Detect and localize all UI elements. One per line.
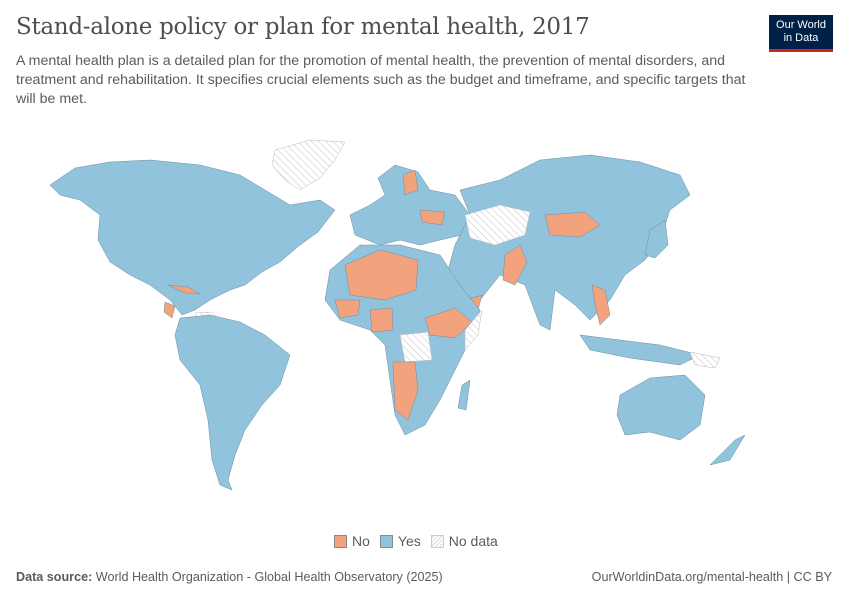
logo-line-2: in Data (783, 31, 819, 44)
legend-swatch-no-data (430, 534, 444, 548)
legend-item-no[interactable]: No (334, 533, 370, 549)
owid-logo[interactable]: Our World in Data (769, 15, 833, 52)
region-mongolia[interactable] (544, 211, 601, 238)
region-australia[interactable] (616, 374, 706, 441)
legend-label-no: No (352, 533, 370, 549)
legend-swatch-no (334, 534, 347, 548)
world-map (49, 139, 746, 491)
region-png-nodata[interactable] (689, 351, 721, 369)
region-drc-nodata[interactable] (399, 331, 433, 363)
url-license[interactable]: OurWorldinData.org/mental-health | CC BY (591, 570, 832, 584)
region-angola-namibia[interactable] (392, 361, 419, 421)
region-madagascar[interactable] (457, 379, 471, 411)
region-europe[interactable] (349, 164, 471, 246)
legend-label-no-data: No data (448, 533, 498, 549)
region-ethiopia-south-sudan[interactable] (424, 307, 473, 339)
region-cuba[interactable] (167, 284, 201, 295)
region-west-africa[interactable] (334, 299, 361, 319)
region-pakistan[interactable] (502, 244, 528, 286)
region-south-america[interactable] (174, 314, 291, 491)
source-label: Data source: (16, 570, 93, 584)
region-new-zealand[interactable] (709, 434, 746, 466)
region-southeast-asia-islands[interactable] (579, 334, 701, 366)
chart-title: Stand-alone policy or plan for mental he… (16, 14, 590, 40)
chart-subtitle: A mental health plan is a detailed plan … (16, 53, 746, 107)
region-vietnam[interactable] (591, 284, 611, 326)
region-nicaragua[interactable] (163, 301, 176, 319)
region-nigeria[interactable] (369, 307, 394, 333)
region-japan[interactable] (644, 219, 669, 259)
region-ukraine[interactable] (419, 209, 446, 226)
data-source: Data source: World Health Organization -… (16, 570, 443, 584)
region-finland[interactable] (402, 169, 419, 196)
source-text[interactable]: World Health Organization - Global Healt… (95, 570, 443, 584)
legend-label-yes: Yes (397, 533, 421, 549)
region-algeria-libya[interactable] (344, 249, 419, 301)
legend-swatch-yes (379, 534, 393, 548)
legend-item-yes[interactable]: Yes (379, 533, 421, 549)
region-greenland[interactable] (271, 139, 346, 191)
logo-line-1: Our World (776, 19, 826, 31)
legend-item-no-data[interactable]: No data (430, 533, 498, 549)
region-somalia-nodata[interactable] (464, 309, 483, 351)
region-north-america[interactable] (49, 159, 336, 316)
legend: No Yes No data (334, 533, 498, 549)
region-kazakhstan-nodata[interactable] (464, 204, 531, 246)
